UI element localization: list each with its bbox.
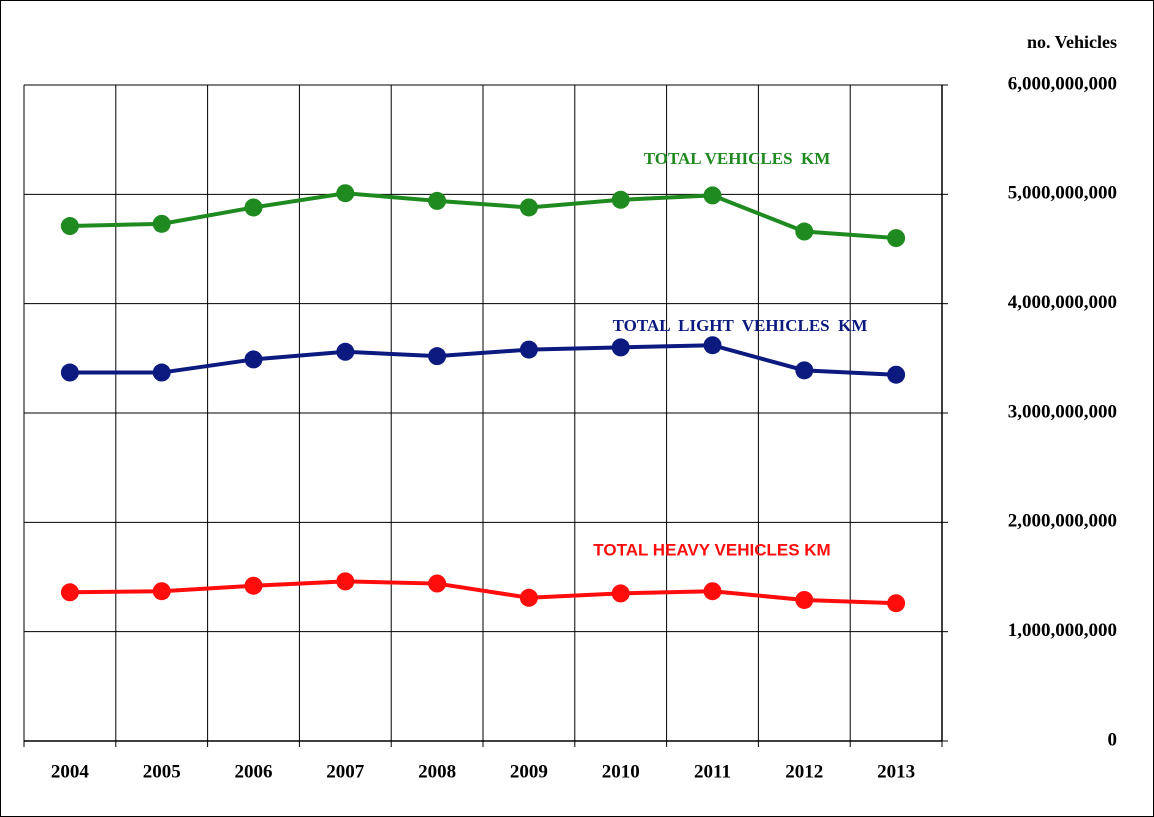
series-marker [152, 582, 171, 601]
series-marker [611, 190, 630, 209]
x-tick-label: 2006 [235, 761, 273, 782]
series-marker [795, 590, 814, 609]
series-label: TOTAL LIGHT VEHICLES KM [613, 316, 868, 335]
series-marker [519, 198, 538, 217]
series-marker [60, 583, 79, 602]
series-marker [703, 582, 722, 601]
series-marker [887, 365, 906, 384]
y-tick-label: 1,000,000,000 [1008, 620, 1117, 641]
series-marker [887, 594, 906, 613]
series-label: TOTAL VEHICLES KM [644, 149, 831, 168]
series-marker [244, 576, 263, 595]
series-marker [336, 342, 355, 361]
series-line [69, 343, 897, 377]
series-marker [428, 191, 447, 210]
y-axis-label: no. Vehicles [1027, 32, 1117, 52]
x-tick-label: 2008 [418, 761, 456, 782]
series-marker [795, 361, 814, 380]
series-marker [60, 363, 79, 382]
series-line [69, 579, 897, 606]
x-tick-label: 2004 [51, 761, 90, 782]
x-tick-label: 2011 [694, 761, 731, 782]
y-tick-label: 5,000,000,000 [1008, 183, 1117, 204]
series-marker [887, 229, 906, 248]
series-marker [428, 574, 447, 593]
y-tick-label: 3,000,000,000 [1008, 401, 1117, 422]
y-tick-label: 2,000,000,000 [1008, 511, 1117, 532]
y-tick-label: 6,000,000,000 [1008, 73, 1117, 94]
series-line [69, 191, 897, 241]
x-tick-label: 2007 [326, 761, 365, 782]
series-marker [152, 363, 171, 382]
series-marker [519, 340, 538, 359]
series-marker [60, 217, 79, 236]
series-marker [703, 336, 722, 355]
series-marker [336, 184, 355, 203]
x-tick-label: 2013 [877, 761, 915, 782]
series-marker [244, 198, 263, 217]
series-marker [336, 572, 355, 591]
x-tick-label: 2012 [785, 761, 823, 782]
x-tick-label: 2009 [510, 761, 548, 782]
x-tick-label: 2005 [143, 761, 181, 782]
series-marker [519, 588, 538, 607]
series-marker [611, 338, 630, 357]
series-marker [152, 214, 171, 233]
series-label: TOTAL HEAVY VEHICLES KM [593, 540, 830, 559]
series-marker [795, 222, 814, 241]
y-tick-label: 0 [1108, 729, 1118, 750]
series-marker [703, 186, 722, 205]
x-tick-label: 2010 [602, 761, 640, 782]
series-marker [244, 350, 263, 369]
series-marker [428, 347, 447, 366]
series-marker [611, 584, 630, 603]
y-tick-label: 4,000,000,000 [1008, 292, 1117, 313]
